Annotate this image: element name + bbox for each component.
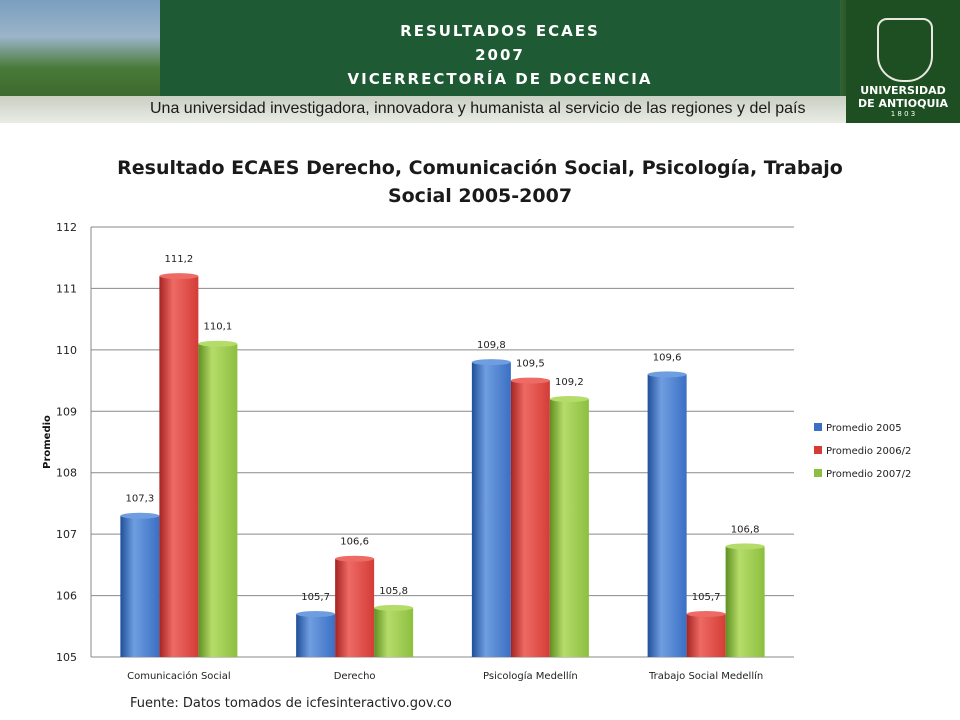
- data-label: 106,8: [731, 524, 760, 535]
- university-logo: [846, 0, 960, 123]
- bar: [471, 362, 511, 657]
- bar: [159, 276, 199, 657]
- data-label: 106,6: [340, 537, 369, 548]
- y-tick-label: 109: [56, 405, 77, 418]
- bar-cap: [725, 543, 765, 550]
- x-tick-label: Derecho: [334, 671, 376, 682]
- legend-swatch: [814, 469, 822, 477]
- banner-year: 2007: [475, 46, 525, 64]
- bar-cap: [198, 340, 238, 347]
- chart-title: Resultado ECAES Derecho, Comunicación So…: [117, 157, 843, 207]
- bar: [296, 614, 336, 657]
- y-tick-label: 105: [56, 651, 77, 664]
- tagline-strip: [0, 96, 860, 123]
- data-label: 105,8: [379, 586, 408, 597]
- bar: [510, 380, 550, 657]
- bar: [198, 343, 238, 657]
- y-axis-label: Promedio: [42, 415, 53, 469]
- bar-cap: [335, 555, 375, 562]
- university-seal-icon: [877, 18, 933, 82]
- data-label: 105,7: [301, 592, 330, 603]
- data-label: 109,5: [516, 359, 545, 370]
- bar: [686, 614, 726, 657]
- y-tick-label: 108: [56, 467, 77, 480]
- bar: [374, 607, 414, 657]
- logo-name-line1: UNIVERSIDAD: [860, 84, 946, 97]
- data-label: 109,6: [653, 352, 682, 363]
- bar-cap: [510, 377, 550, 384]
- bar-cap: [120, 512, 160, 519]
- header-banner: RESULTADOS ECAES 2007 VICERRECTORÍA DE D…: [0, 0, 960, 123]
- bar-cap: [647, 371, 687, 378]
- bar-cap: [471, 359, 511, 366]
- x-tick-label: Trabajo Social Medellín: [648, 670, 763, 682]
- legend-label: Promedio 2007/2: [826, 469, 911, 480]
- data-label: 110,1: [204, 322, 233, 333]
- data-label: 109,2: [555, 377, 584, 388]
- x-tick-label: Psicología Medellín: [483, 670, 578, 682]
- banner-subtitle: VICERRECTORÍA DE DOCENCIA: [347, 70, 653, 88]
- source-note: Fuente: Datos tomados de icfesinteractiv…: [130, 696, 452, 711]
- bar: [549, 399, 589, 657]
- banner-tagline: Una universidad investigadora, innovador…: [150, 100, 806, 117]
- bar-cap: [686, 611, 726, 617]
- logo-year: 1 8 0 3: [890, 110, 916, 118]
- logo-name-line2: DE ANTIOQUIA: [857, 97, 949, 110]
- y-tick-label: 107: [56, 528, 77, 541]
- bar-cap: [159, 273, 199, 280]
- banner-title: RESULTADOS ECAES: [400, 22, 600, 40]
- bar: [647, 374, 687, 657]
- y-tick-label: 111: [56, 282, 77, 295]
- bar: [120, 515, 160, 657]
- bar-cap: [296, 611, 336, 617]
- bar-cap: [374, 604, 414, 611]
- data-label: 111,2: [165, 254, 194, 265]
- bar: [725, 546, 765, 657]
- y-tick-label: 112: [56, 221, 77, 234]
- y-tick-label: 110: [56, 344, 77, 357]
- legend-label: Promedio 2005: [826, 423, 902, 434]
- x-tick-label: Comunicación Social: [127, 670, 230, 682]
- data-label: 107,3: [126, 494, 155, 505]
- legend-label: Promedio 2006/2: [826, 446, 911, 457]
- data-label: 105,7: [692, 592, 721, 603]
- data-label: 109,8: [477, 340, 506, 351]
- legend-swatch: [814, 423, 822, 431]
- legend-swatch: [814, 446, 822, 454]
- banner-title-panel: [160, 0, 840, 102]
- y-tick-label: 106: [56, 590, 77, 603]
- bar: [335, 558, 375, 657]
- bar-cap: [549, 396, 589, 402]
